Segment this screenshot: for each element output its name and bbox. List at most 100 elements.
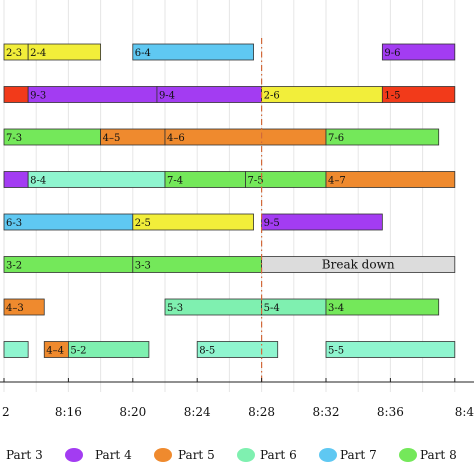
legend-swatch [237,448,255,462]
task-label: 1-5 [384,91,400,102]
task-bar: 2-5 [132,213,254,231]
task-bar-rect [164,128,327,146]
legend-label: Part 5 [178,448,215,462]
task-bar-rect [325,298,440,316]
task-bar-rect [132,256,263,273]
tick-label: 8:24 [184,405,211,419]
legend: Part 3 Part 4 Part 5 Part 6 Part 7 Part 8 [6,448,457,462]
task-bar-rect [3,341,29,358]
task-label: 8-5 [199,346,215,357]
task-bar: 7-5 [245,171,327,188]
task-bar: 6-3 [3,213,134,231]
tick-label: 8:16 [55,405,82,419]
task-bar: 4–6 [164,128,327,146]
task-bar-rect [27,171,166,188]
task-bar-rect [325,171,456,188]
task-label: 5-2 [70,346,86,357]
task-bar-rect [261,213,383,231]
task-bar: 5-4 [261,298,327,316]
task-label: 7-6 [328,133,344,144]
legend-label: Part 6 [260,448,297,462]
task-bar: 2-3 [3,43,29,61]
task-bar-rect [325,128,440,146]
task-bar-rect [132,213,254,231]
task-bar: 5-5 [325,341,456,358]
legend-item: Part 7 [340,448,417,462]
task-bar-rect [196,341,279,358]
task-bar-rect [27,43,101,61]
task-label: 4–6 [167,133,185,144]
tick-label: 8:36 [377,405,404,419]
tick-label: 8:32 [313,405,340,419]
grid [3,0,456,392]
legend-swatch [154,448,172,462]
task-label: 9-6 [384,48,400,59]
task-bar-rect [325,341,456,358]
legend-item: Part 8 [420,448,457,462]
task-label: 9-3 [30,91,46,102]
task-bar-rect [27,86,158,103]
task-bar: 7-4 [164,171,246,188]
task-bar-rect [3,256,134,273]
task-bar: 2-6 [261,86,383,103]
task-label: 7-3 [6,133,22,144]
task-bar [3,171,29,188]
task-label: 4–5 [103,133,121,144]
task-bar: 5-3 [164,298,262,316]
legend-swatch [65,448,83,462]
task-label: 5-4 [264,303,280,314]
legend-item: Part 6 [260,448,337,462]
task-bar [3,86,29,103]
task-bar-rect [68,341,150,358]
task-bar: 3-2 [3,256,134,273]
tick-label: 8:20 [119,405,146,419]
task-bar: 2-4 [27,43,101,61]
task-bar-rect [3,298,45,316]
task-label: 2-6 [264,91,280,102]
task-label: 6-3 [6,218,22,229]
task-label: 5-5 [328,346,344,357]
task-bar: 9-4 [156,86,262,103]
task-bar: 4–4 [43,341,69,358]
task-bar: 9-5 [261,213,383,231]
task-bar-rect [381,86,456,103]
task-label: 3-3 [135,261,151,272]
task-label: 3-2 [6,261,22,272]
task-bar [3,341,29,358]
task-bar: 3-4 [325,298,440,316]
task-bar: 4–7 [325,171,456,188]
task-bar: 4–3 [3,298,45,316]
task-label: 2-4 [30,48,46,59]
task-label: 9-4 [159,91,175,102]
task-bar: 3-3 [132,256,263,273]
task-label: 7-5 [248,176,264,187]
task-label: 8-4 [30,176,46,187]
task-bar: 8-4 [27,171,166,188]
task-bar: 8-5 [196,341,279,358]
task-label: 4–7 [328,176,346,187]
task-label: 6-4 [135,48,151,59]
task-label: 4–4 [46,346,64,357]
task-bar-rect [381,43,456,61]
task-bar-rect [3,213,134,231]
task-label: 5-3 [167,303,183,314]
legend-swatch [399,448,417,462]
task-label: 9-5 [264,218,280,229]
task-label: 7-4 [167,176,183,187]
task-bar: Break down [261,256,456,273]
legend-label: Part 4 [95,448,132,462]
task-bar: 7-3 [3,128,101,146]
task-bar: 4–5 [100,128,166,146]
legend-item: Part 4 [95,448,172,462]
task-bar: 1-5 [381,86,456,103]
task-bar-rect [3,171,29,188]
legend-label: Part 3 [6,448,43,462]
task-bar: 5-2 [68,341,150,358]
task-bar: 7-6 [325,128,440,146]
task-label: 2-3 [6,48,22,59]
legend-item: Part 3 [6,448,83,462]
task-bar: 9-6 [381,43,456,61]
task-label: 3-4 [328,303,344,314]
legend-label: Part 7 [340,448,377,462]
